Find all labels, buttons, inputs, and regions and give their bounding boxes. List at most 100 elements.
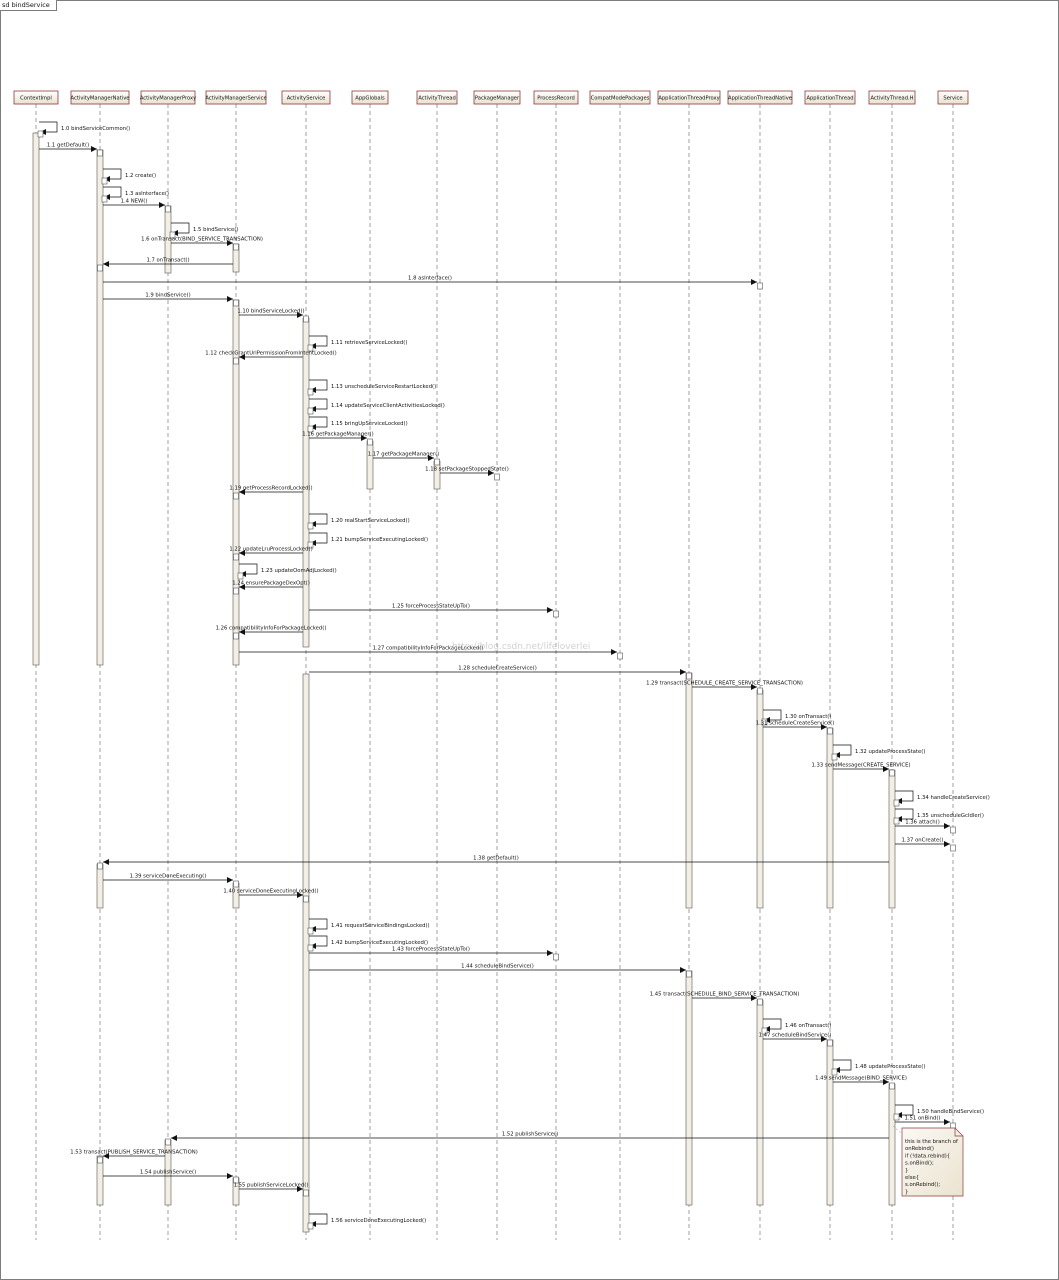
- nested-activation: [307, 388, 314, 396]
- message-label: 1.47 scheduleBindService(): [759, 1033, 832, 1039]
- nested-activation: [307, 522, 314, 530]
- arrow-head: [227, 1173, 233, 1179]
- note-line: }: [905, 1189, 908, 1195]
- message-label: 1.45 transact(SCHEDULE_BIND_SERVICE_TRAN…: [650, 992, 800, 998]
- self-call-line: [309, 335, 328, 347]
- participant-box: [589, 90, 651, 105]
- self-call-line: [239, 563, 258, 575]
- message-label: 1.29 transact(SCHEDULE_CREATE_SERVICE_TR…: [646, 681, 803, 687]
- message-1-44: 1.44 scheduleBindService(): [309, 964, 692, 978]
- message-1-45: 1.45 transact(SCHEDULE_BIND_SERVICE_TRAN…: [650, 992, 800, 1006]
- return-activation: [757, 687, 763, 695]
- arrow-head: [821, 1036, 827, 1042]
- participant-label: ActivityService: [287, 96, 326, 102]
- message-1-20: 1.20 realStartServiceLocked(): [307, 513, 410, 530]
- message-label: 1.20 realStartServiceLocked(): [331, 518, 410, 524]
- arrow-head: [428, 455, 434, 461]
- message-1-46: 1.46 onTransact(): [761, 1018, 831, 1035]
- self-call-line: [39, 121, 58, 133]
- self-call-line: [895, 1104, 914, 1116]
- message-1-8: 1.8 asInterface(): [103, 276, 763, 290]
- message-1-13: 1.13 unscheduleServiceRestartLocked(): [307, 379, 436, 396]
- message-label: 1.31 scheduleCreateService(): [756, 721, 835, 727]
- return-activation: [757, 282, 763, 290]
- return-activation: [233, 632, 239, 640]
- nested-activation: [831, 753, 838, 761]
- self-call-line: [763, 1018, 782, 1030]
- activation-bar: [366, 440, 374, 490]
- message-label: 1.24 ensurePackageDexOpt(): [232, 581, 310, 587]
- message-1-12: 1.12 checkGrantUriPermissionFromIntentLo…: [205, 351, 337, 365]
- message-1-6: 1.6 onTransact(BIND_SERVICE_TRANSACTION): [141, 237, 263, 251]
- note-line: }: [905, 1168, 908, 1174]
- arrow-head: [751, 995, 757, 1001]
- self-call-line: [309, 935, 328, 947]
- message-1-40: 1.40 serviceDoneExecutingLocked(): [223, 889, 319, 903]
- message-label: 1.4 NEW(): [121, 199, 148, 205]
- message-label: 1.15 bringUpServiceLocked(): [331, 421, 408, 427]
- message-label: 1.28 scheduleCreateService(): [458, 666, 537, 672]
- message-1-32: 1.32 updateProcessState(): [831, 744, 925, 761]
- message-label: 1.34 handleCreateService(): [917, 795, 990, 801]
- participant-activitythread: ActivityThread: [416, 90, 458, 105]
- return-activation: [233, 243, 239, 251]
- message-label: 1.36 attach(): [905, 820, 940, 826]
- participant-activitymanagerservice: ActivityManagerService: [205, 90, 267, 105]
- self-call-line: [309, 513, 328, 525]
- self-call-line: [309, 532, 328, 544]
- message-label: 1.17 getPackageManager(): [368, 452, 439, 458]
- message-label: 1.14 updateServiceClientActivitiesLocked…: [331, 403, 445, 409]
- message-label: 1.8 asInterface(): [408, 276, 452, 282]
- message-label: 1.42 bumpServiceExecutingLocked(): [331, 940, 428, 946]
- arrow-head: [239, 354, 245, 360]
- return-activation: [97, 149, 103, 157]
- message-label: 1.6 onTransact(BIND_SERVICE_TRANSACTION): [141, 237, 263, 243]
- message-1-2: 1.2 create(): [101, 168, 156, 185]
- arrow-head: [103, 261, 109, 267]
- message-1-21: 1.21 bumpServiceExecutingLocked(): [307, 532, 428, 549]
- self-call-line: [309, 379, 328, 391]
- message-1-3: 1.3 asInterface(): [101, 186, 169, 203]
- return-activation: [686, 970, 692, 978]
- nested-activation: [761, 1027, 768, 1035]
- activation-bar: [888, 769, 896, 909]
- message-label: 1.53 transact(PUBLISH_SERVICE_TRANSACTIO…: [70, 1150, 198, 1156]
- message-label: 1.49 sendMessage(BIND_SERVICE): [815, 1076, 907, 1082]
- activation-bar: [96, 863, 104, 909]
- return-activation: [233, 492, 239, 500]
- arrow-head: [239, 550, 245, 556]
- return-activation: [303, 895, 309, 903]
- activation-bar: [302, 673, 310, 1233]
- message-label: 1.41 requestServiceBindingsLocked(): [331, 923, 430, 929]
- activation-bar: [826, 1039, 834, 1206]
- nested-activation: [307, 344, 314, 352]
- message-1-31: 1.31 scheduleCreateService(): [756, 721, 835, 735]
- return-activation: [165, 1138, 171, 1146]
- note-line: s.onRebind();: [905, 1182, 940, 1188]
- self-call-line: [309, 416, 328, 428]
- message-1-17: 1.17 getPackageManager(): [368, 452, 440, 466]
- return-activation: [367, 438, 373, 446]
- participant-label: Service: [943, 96, 962, 102]
- participant-label: ActivityManagerNative: [71, 96, 130, 102]
- message-label: 1.0 bindServiceCommon(): [61, 126, 130, 132]
- message-label: 1.9 bindService(): [145, 293, 190, 299]
- message-1-11: 1.11 retrieveServiceLocked(): [307, 335, 407, 352]
- self-call-line: [103, 168, 122, 180]
- message-1-39: 1.39 serviceDoneExecuting(): [103, 874, 239, 888]
- message-1-37: 1.37 onCreate(): [895, 838, 956, 852]
- participant-activityservice: ActivityService: [281, 90, 331, 105]
- arrow-head: [547, 950, 553, 956]
- arrow-head: [611, 649, 617, 655]
- participant-box: [657, 90, 721, 105]
- message-1-30: 1.30 onTransact(): [761, 709, 831, 726]
- message-1-14: 1.14 updateServiceClientActivitiesLocked…: [307, 398, 445, 415]
- self-call-line: [763, 709, 782, 721]
- return-activation: [757, 998, 763, 1006]
- message-1-34: 1.34 handleCreateService(): [893, 790, 990, 807]
- message-label: 1.30 onTransact(): [785, 714, 831, 720]
- nested-activation: [101, 177, 108, 185]
- message-1-0: 1.0 bindServiceCommon(): [37, 121, 130, 138]
- participant-applicationthreadproxy: ApplicationThreadProxy: [657, 90, 721, 105]
